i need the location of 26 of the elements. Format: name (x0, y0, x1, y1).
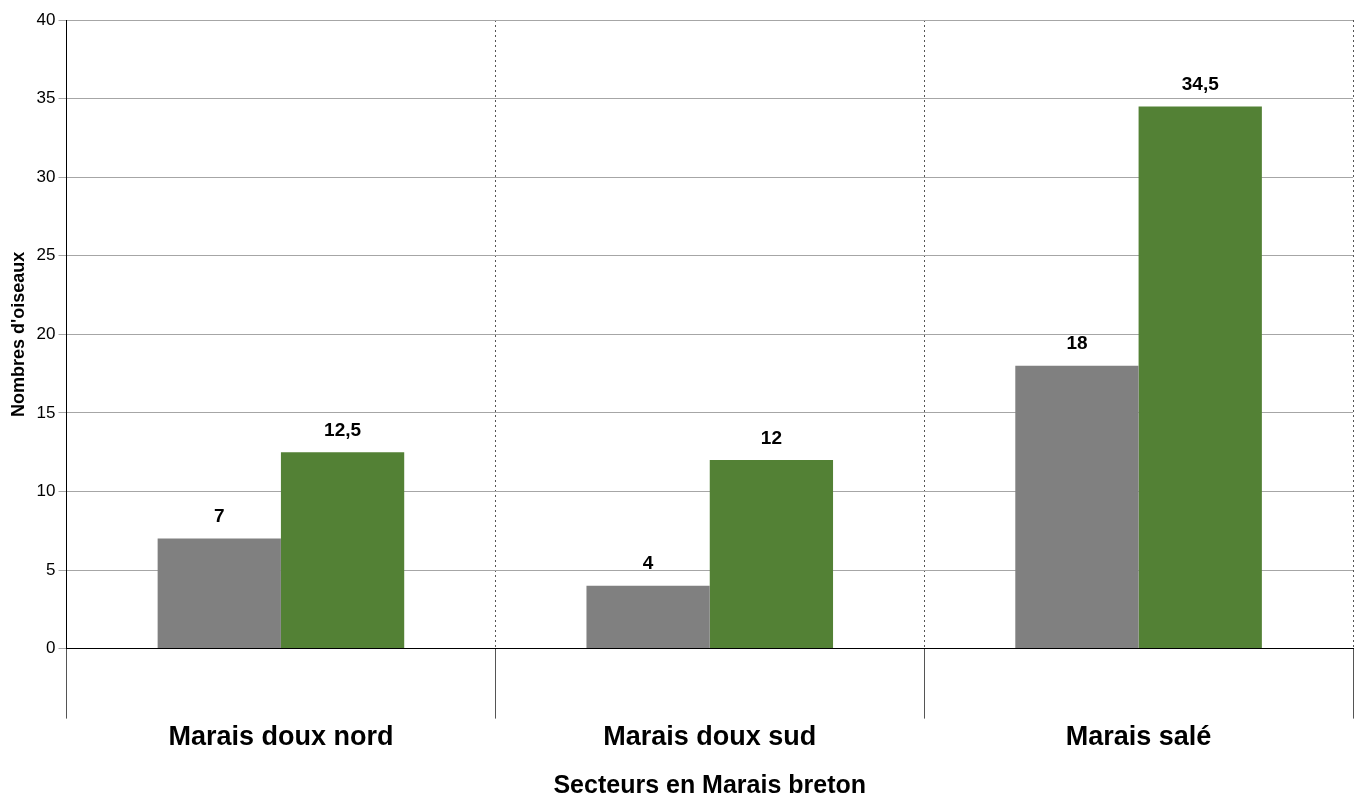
y-tick-label: 35 (36, 88, 56, 108)
bar (709, 460, 834, 649)
y-tick-label: 25 (36, 245, 56, 265)
data-label: 34,5 (1181, 73, 1220, 95)
y-tick-label: 5 (46, 559, 56, 579)
bar (1015, 365, 1139, 649)
bar (157, 538, 281, 649)
bar (1138, 106, 1262, 649)
y-tick-label: 15 (36, 402, 56, 422)
bar (280, 452, 405, 649)
x-tick-label: Marais doux nord (168, 721, 394, 752)
data-label: 12 (760, 426, 782, 448)
data-label: 12,5 (324, 418, 362, 440)
y-tick-label: 20 (36, 323, 56, 343)
x-axis-title: Secteurs en Marais breton (553, 769, 867, 798)
data-label: 18 (1066, 332, 1088, 354)
data-label: 7 (213, 505, 225, 527)
y-axis-title: Nombres d'oiseaux (7, 251, 28, 417)
y-tick-label: 10 (36, 481, 56, 501)
y-tick-label: 30 (36, 166, 56, 186)
data-label: 4 (642, 552, 654, 574)
bar (586, 585, 710, 649)
y-tick-label: 40 (36, 9, 56, 29)
x-tick-label: Marais salé (1065, 721, 1212, 752)
x-tick-label: Marais doux sud (603, 721, 817, 752)
y-tick-label: 0 (46, 638, 56, 658)
